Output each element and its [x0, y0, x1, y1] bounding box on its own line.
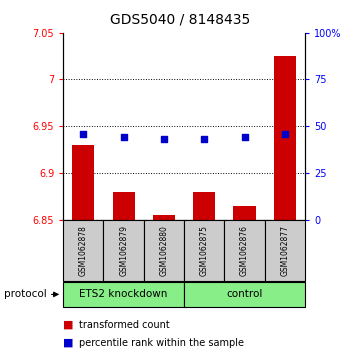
- Point: [282, 131, 288, 136]
- Point: [161, 136, 167, 142]
- Point: [81, 131, 86, 136]
- Bar: [63, 282, 184, 307]
- Text: GSM1062876: GSM1062876: [240, 225, 249, 276]
- Text: GSM1062878: GSM1062878: [79, 225, 88, 276]
- Bar: [72, 145, 95, 220]
- Bar: [234, 205, 256, 220]
- Text: transformed count: transformed count: [79, 320, 170, 330]
- Bar: [265, 220, 305, 281]
- Bar: [113, 192, 135, 220]
- Text: GSM1062877: GSM1062877: [280, 225, 290, 276]
- Bar: [153, 215, 175, 220]
- Bar: [184, 282, 305, 307]
- Bar: [225, 220, 265, 281]
- Text: ■: ■: [63, 320, 74, 330]
- Text: percentile rank within the sample: percentile rank within the sample: [79, 338, 244, 348]
- Bar: [274, 56, 296, 220]
- Bar: [184, 220, 225, 281]
- Text: ETS2 knockdown: ETS2 knockdown: [79, 289, 168, 299]
- Point: [242, 134, 248, 140]
- Text: GSM1062880: GSM1062880: [160, 225, 169, 276]
- Bar: [104, 220, 144, 281]
- Text: GSM1062875: GSM1062875: [200, 225, 209, 276]
- Bar: [193, 192, 216, 220]
- Text: GSM1062879: GSM1062879: [119, 225, 128, 276]
- Text: control: control: [226, 289, 263, 299]
- Text: protocol: protocol: [4, 289, 46, 299]
- Text: ■: ■: [63, 338, 74, 348]
- Bar: [144, 220, 184, 281]
- Text: GDS5040 / 8148435: GDS5040 / 8148435: [110, 13, 251, 27]
- Point: [121, 134, 126, 140]
- Point: [201, 136, 207, 142]
- Bar: [63, 220, 104, 281]
